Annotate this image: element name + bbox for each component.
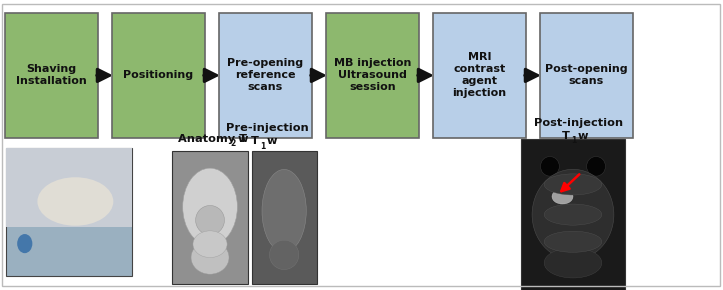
FancyBboxPatch shape [5,13,98,138]
FancyBboxPatch shape [112,13,205,138]
Ellipse shape [193,231,227,258]
FancyBboxPatch shape [219,13,312,138]
Text: MB injection
Ultrasound
session: MB injection Ultrasound session [333,58,411,93]
Ellipse shape [270,240,299,269]
FancyBboxPatch shape [433,13,526,138]
Text: T: T [251,137,259,146]
Text: 2: 2 [231,139,236,148]
Text: Pre-injection: Pre-injection [226,124,309,133]
Text: w: w [267,137,278,146]
Text: w: w [237,134,248,144]
Text: T: T [562,131,570,141]
Ellipse shape [183,168,237,246]
Bar [6,148,132,276]
FancyBboxPatch shape [540,13,633,138]
Text: 1: 1 [260,142,265,151]
Ellipse shape [17,234,33,253]
Ellipse shape [196,206,224,235]
Text: Positioning: Positioning [124,70,193,80]
Text: Post-injection: Post-injection [534,118,623,128]
Ellipse shape [544,248,602,278]
Bar [6,148,132,227]
Text: Pre-opening
reference
scans: Pre-opening reference scans [227,58,304,93]
FancyBboxPatch shape [326,13,419,138]
Text: 1: 1 [571,136,576,145]
Text: Shaving
Installation: Shaving Installation [16,64,87,86]
Text: Anatomy T: Anatomy T [178,134,247,144]
Ellipse shape [532,169,614,260]
Text: MRI
contrast
agent
injection: MRI contrast agent injection [453,52,506,98]
Ellipse shape [541,157,560,176]
Ellipse shape [544,174,602,195]
Ellipse shape [552,189,573,204]
Ellipse shape [38,177,114,226]
Ellipse shape [586,157,605,176]
Bar [172,151,248,284]
Text: Post-opening
scans: Post-opening scans [545,64,628,86]
Ellipse shape [544,204,602,225]
Bar [521,139,625,290]
Text: w: w [578,131,589,141]
Ellipse shape [544,231,602,252]
Ellipse shape [191,241,229,274]
Bar [252,151,317,284]
Ellipse shape [262,169,307,252]
